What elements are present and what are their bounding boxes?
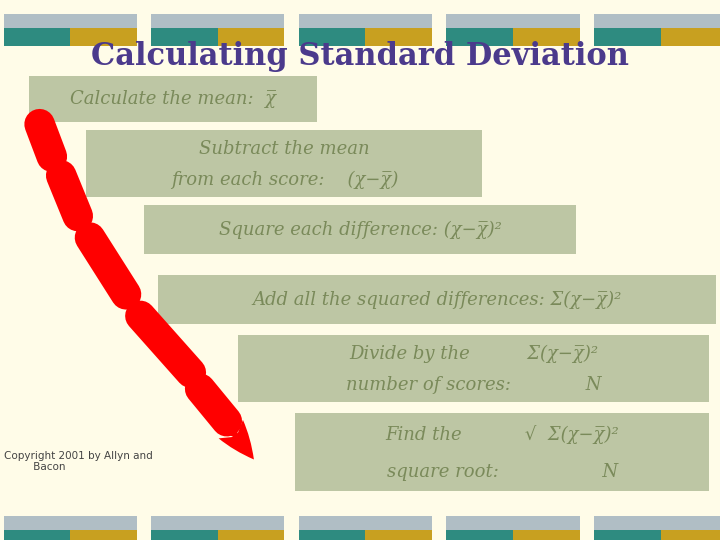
Bar bbox=[158, 275, 716, 324]
Bar bbox=[446, 516, 580, 530]
Bar bbox=[446, 530, 513, 540]
Bar bbox=[295, 413, 709, 491]
Bar bbox=[594, 516, 720, 530]
Bar bbox=[4, 28, 70, 46]
Bar bbox=[365, 530, 432, 540]
Bar bbox=[513, 28, 580, 46]
Bar bbox=[29, 76, 317, 122]
Text: Divide by the          Σ(χ−χ̅)²: Divide by the Σ(χ−χ̅)² bbox=[348, 345, 598, 363]
Bar bbox=[217, 530, 284, 540]
Text: from each score:    (χ−χ̅): from each score: (χ−χ̅) bbox=[171, 171, 398, 190]
Bar bbox=[446, 14, 580, 28]
Bar bbox=[299, 14, 432, 28]
Bar bbox=[217, 28, 284, 46]
Text: Subtract the mean: Subtract the mean bbox=[199, 139, 369, 158]
Text: Find the           √  Σ(χ−χ̅)²: Find the √ Σ(χ−χ̅)² bbox=[385, 426, 619, 444]
Bar bbox=[446, 28, 513, 46]
Bar bbox=[299, 530, 365, 540]
Bar bbox=[661, 530, 720, 540]
Text: number of scores:             N: number of scores: N bbox=[346, 376, 601, 394]
Bar bbox=[86, 130, 482, 197]
Bar bbox=[4, 516, 137, 530]
Bar bbox=[151, 14, 284, 28]
Bar bbox=[594, 14, 720, 28]
Bar bbox=[661, 28, 720, 46]
Bar bbox=[4, 14, 137, 28]
Bar bbox=[144, 205, 576, 254]
Bar bbox=[299, 516, 432, 530]
Bar bbox=[365, 28, 432, 46]
Text: Square each difference: (χ−χ̅)²: Square each difference: (χ−χ̅)² bbox=[219, 220, 501, 239]
Bar bbox=[71, 28, 137, 46]
Bar bbox=[238, 335, 709, 402]
Bar bbox=[513, 530, 580, 540]
Bar bbox=[594, 530, 661, 540]
Text: Copyright 2001 by Allyn and
         Bacon: Copyright 2001 by Allyn and Bacon bbox=[4, 451, 153, 472]
Bar bbox=[594, 28, 661, 46]
Bar bbox=[4, 530, 70, 540]
Bar bbox=[151, 516, 284, 530]
Text: Calculate the mean:  χ̅: Calculate the mean: χ̅ bbox=[70, 90, 276, 107]
Bar bbox=[151, 28, 217, 46]
Bar bbox=[151, 530, 217, 540]
Text: Calculating Standard Deviation: Calculating Standard Deviation bbox=[91, 41, 629, 72]
Bar bbox=[299, 28, 365, 46]
Bar bbox=[71, 530, 137, 540]
Text: Add all the squared differences: Σ(χ−χ̅)²: Add all the squared differences: Σ(χ−χ̅)… bbox=[253, 291, 622, 309]
Text: square root:                  N: square root: N bbox=[387, 463, 618, 481]
